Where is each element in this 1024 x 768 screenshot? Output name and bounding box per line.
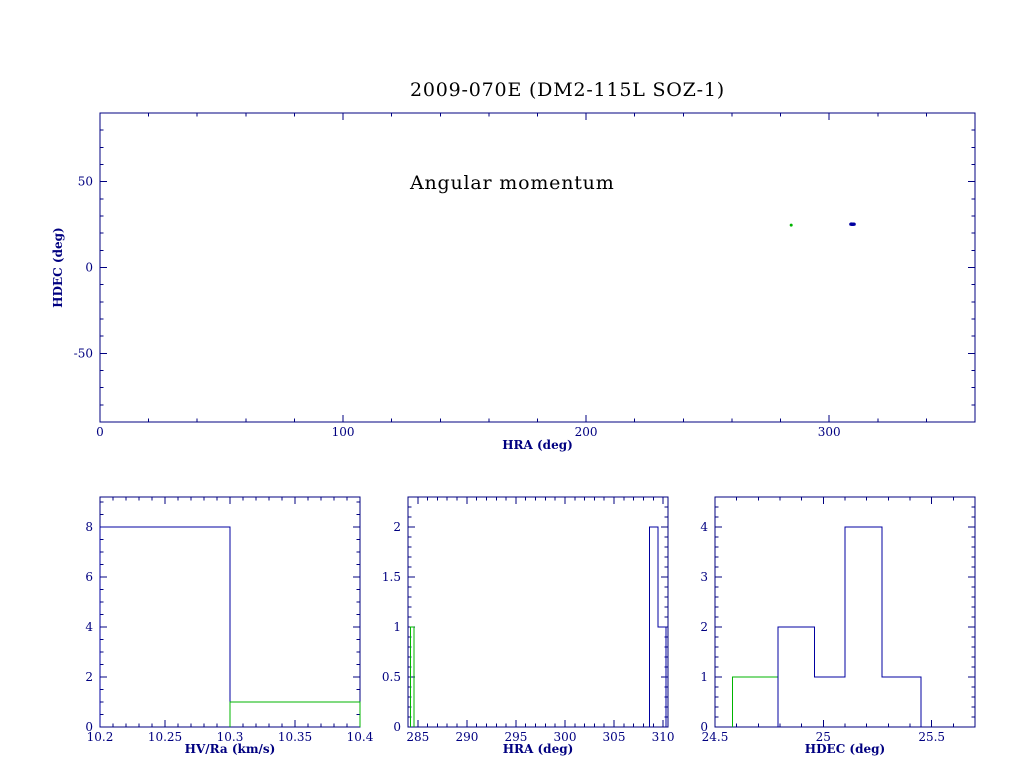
svg-text:6: 6 [85, 570, 93, 584]
hdec-green [731, 676, 779, 727]
svg-text:4: 4 [700, 520, 708, 534]
svg-text:25.5: 25.5 [918, 730, 945, 744]
hv-green [229, 701, 361, 727]
title-block: 2009-070E (DM2-115L SOZ-1) Angular momen… [410, 13, 725, 261]
points-blue [849, 222, 856, 226]
svg-text:24.5: 24.5 [702, 730, 729, 744]
svg-text:3: 3 [700, 570, 708, 584]
hra-blue [648, 526, 667, 727]
svg-text:10.3: 10.3 [217, 730, 244, 744]
svg-text:HDEC (deg): HDEC (deg) [51, 227, 65, 307]
svg-text:200: 200 [575, 425, 598, 439]
svg-text:4: 4 [85, 620, 93, 634]
svg-text:305: 305 [603, 730, 626, 744]
svg-text:310: 310 [652, 730, 675, 744]
svg-text:1: 1 [393, 620, 401, 634]
svg-text:0: 0 [393, 720, 401, 734]
hv-blue [99, 526, 231, 727]
hdec-blue [777, 526, 922, 727]
svg-text:HDEC (deg): HDEC (deg) [805, 742, 885, 756]
svg-text:2: 2 [85, 670, 93, 684]
svg-text:1.5: 1.5 [382, 570, 401, 584]
svg-text:0: 0 [96, 425, 104, 439]
svg-text:8: 8 [85, 520, 93, 534]
plot-subtitle: Angular momentum [410, 172, 615, 194]
points-green [789, 223, 793, 227]
svg-text:25: 25 [816, 730, 831, 744]
svg-text:HRA (deg): HRA (deg) [503, 742, 574, 756]
svg-text:10.25: 10.25 [148, 730, 182, 744]
svg-text:2: 2 [393, 520, 401, 534]
svg-text:0: 0 [85, 720, 93, 734]
svg-text:10.2: 10.2 [87, 730, 114, 744]
svg-text:285: 285 [406, 730, 429, 744]
svg-text:290: 290 [455, 730, 478, 744]
svg-text:1: 1 [700, 670, 708, 684]
svg-text:-50: -50 [74, 346, 93, 360]
hist-hv: 10.2 10.25 10.3 10.35 10.4 0 2 4 6 8 HV/Ra (km/s) [85, 496, 374, 756]
svg-text:HRA (deg): HRA (deg) [502, 438, 573, 452]
svg-text:300: 300 [818, 425, 841, 439]
svg-text:0: 0 [85, 261, 93, 275]
svg-text:2: 2 [700, 620, 708, 634]
svg-text:295: 295 [504, 730, 527, 744]
svg-text:100: 100 [332, 425, 355, 439]
sky-map: 0 100 200 300 -50 0 50 HRA (deg) HDEC (deg) [51, 112, 976, 452]
svg-text:10.4: 10.4 [347, 730, 374, 744]
svg-text:10.35: 10.35 [278, 730, 312, 744]
hra-green [410, 626, 415, 727]
svg-text:0: 0 [700, 720, 708, 734]
svg-text:0.5: 0.5 [382, 670, 401, 684]
hist-hra: 285 290 295 300 305 310 0 0.5 1 1.5 2 HRA (deg) [382, 496, 675, 756]
svg-text:300: 300 [554, 730, 577, 744]
hist-hdec: 24.5 25 25.5 0 1 2 3 4 HDEC (deg) [700, 496, 976, 756]
plot-title: 2009-070E (DM2-115L SOZ-1) [410, 79, 725, 101]
svg-text:50: 50 [78, 175, 93, 189]
svg-text:HV/Ra (km/s): HV/Ra (km/s) [185, 742, 276, 756]
